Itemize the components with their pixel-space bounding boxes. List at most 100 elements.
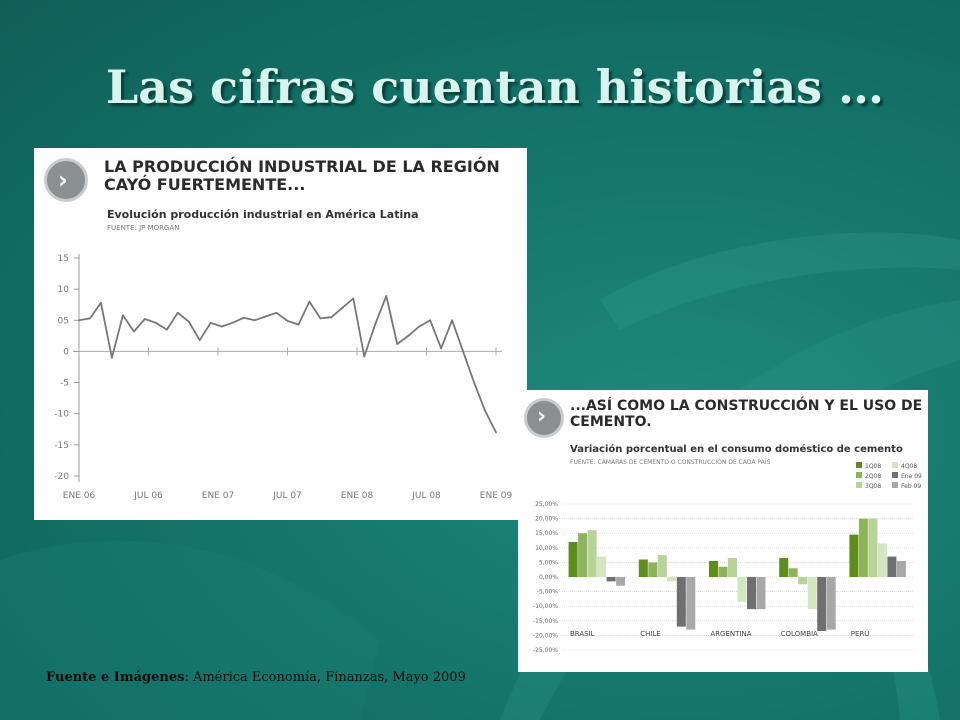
data-point — [330, 316, 333, 319]
footer-text: : América Economía, Finanzas, Mayo 2009 — [184, 670, 466, 685]
y-tick-label: -20 — [54, 472, 69, 482]
chart2-title: ...ASÍ COMO LA CONSTRUCCIÓN Y EL USO DE … — [570, 398, 923, 431]
data-point — [209, 321, 212, 324]
bar — [756, 577, 766, 610]
data-point — [89, 317, 91, 320]
y-tick-label: 0,00% — [539, 574, 558, 581]
data-point — [308, 300, 311, 303]
y-tick-label: 10,00% — [535, 545, 558, 552]
bar — [896, 560, 906, 577]
chevron-right-icon: › — [44, 158, 88, 202]
legend-swatch — [892, 472, 898, 478]
y-tick-label: 15,00% — [535, 530, 558, 537]
data-point — [484, 409, 486, 412]
y-tick-label: -15,00% — [533, 618, 558, 625]
data-point — [198, 339, 201, 342]
bar — [728, 558, 737, 577]
data-point — [286, 320, 289, 322]
bar — [606, 577, 616, 582]
bar — [648, 562, 658, 577]
data-point — [440, 347, 443, 350]
data-point — [176, 311, 179, 314]
data-point — [187, 320, 190, 323]
bar — [779, 558, 789, 577]
bar — [616, 577, 626, 586]
data-point — [385, 295, 388, 297]
bar — [877, 543, 887, 577]
data-point — [462, 350, 464, 353]
x-tick-label: JUL 06 — [133, 491, 163, 501]
data-point — [78, 319, 80, 322]
category-label: CHILE — [640, 630, 661, 638]
data-point — [264, 315, 267, 318]
cement-consumption-bar-chart: 1Q08 2Q08 3Q08 4Q08 Ene 09 Feb 09 25,00% 20,00%… — [533, 462, 922, 654]
y-tick-label: -10 — [54, 410, 69, 420]
bar — [657, 555, 667, 577]
bar — [858, 518, 868, 577]
footer-label: Fuente e Imágenes — [46, 670, 185, 685]
bar — [887, 556, 897, 577]
y-tick-label: -15 — [54, 441, 69, 451]
x-tick-label: ENE 09 — [480, 491, 513, 501]
bar — [638, 559, 648, 577]
y-tick-label: -20,00% — [533, 632, 558, 639]
legend-label: 4Q08 — [901, 463, 917, 470]
y-tick-label: -5,00% — [537, 589, 559, 596]
legend-swatch — [892, 482, 898, 488]
x-tick-label: ENE 08 — [341, 491, 374, 501]
bar — [587, 530, 597, 577]
data-point — [495, 431, 497, 434]
chart2-source: FUENTE: CÁMARAS DE CEMENTO O CONSTRUCCIÓ… — [570, 459, 771, 466]
legend-label: 1Q08 — [865, 463, 881, 470]
bar — [568, 541, 578, 577]
category-label: ARGENTINA — [710, 630, 751, 638]
industrial-production-panel: › LA PRODUCCIÓN INDUSTRIAL DE LA REGIÓN … — [34, 148, 527, 520]
data-point — [111, 356, 113, 359]
data-point — [319, 317, 322, 320]
bar — [667, 577, 677, 582]
legend-swatch — [856, 462, 862, 468]
cement-consumption-panel: › ...ASÍ COMO LA CONSTRUCCIÓN Y EL USO D… — [518, 390, 928, 672]
y-tick-label: 10 — [58, 285, 70, 295]
data-point — [396, 343, 399, 345]
bar — [686, 577, 696, 630]
data-point — [121, 314, 124, 317]
data-point — [220, 325, 223, 328]
legend-label: 2Q08 — [865, 473, 881, 480]
data-point — [429, 319, 432, 322]
bar — [597, 556, 607, 577]
bar — [807, 577, 817, 610]
data-point — [363, 355, 366, 358]
data-point — [143, 318, 146, 320]
legend-label: Feb 09 — [901, 483, 921, 490]
bar — [737, 577, 747, 602]
x-tick-label: ENE 07 — [202, 491, 234, 501]
bar — [676, 577, 686, 627]
slide-title: Las cifras cuentan historias … — [105, 60, 885, 114]
production-series-line — [78, 295, 497, 433]
legend-swatch — [856, 472, 862, 478]
bar — [578, 533, 588, 577]
data-point — [275, 311, 278, 314]
data-point — [352, 297, 355, 300]
x-tick-label: JUL 07 — [272, 491, 302, 501]
bar — [826, 577, 836, 630]
data-point — [374, 323, 377, 325]
bar — [849, 534, 859, 577]
legend-label: Ene 09 — [901, 473, 922, 480]
bar — [747, 577, 756, 610]
data-point — [231, 321, 234, 324]
bar — [788, 568, 798, 577]
category-label: PERÚ — [851, 629, 870, 638]
y-tick-label: 5,00% — [539, 559, 558, 566]
chart1-source: FUENTE: JP MORGAN — [107, 224, 180, 232]
y-tick-label: -5 — [60, 379, 69, 389]
y-tick-label: -25,00% — [533, 647, 558, 654]
category-label: COLOMBIA — [781, 630, 818, 638]
bar — [868, 518, 878, 577]
legend-swatch — [856, 482, 862, 488]
bar — [798, 577, 808, 585]
x-tick-label: JUL 08 — [411, 491, 441, 501]
y-tick-label: 15 — [58, 254, 69, 264]
data-point — [154, 321, 157, 324]
